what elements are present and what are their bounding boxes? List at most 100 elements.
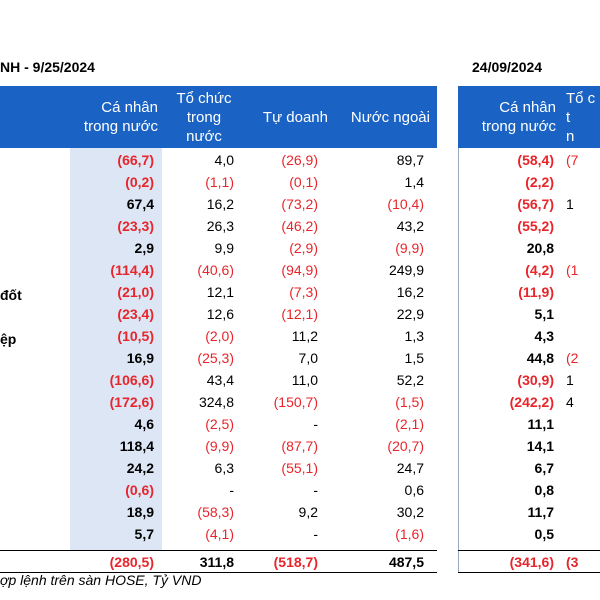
table-row: (66,7) 4,0 (26,9) 89,7 (58,4) (7 (0, 149, 600, 171)
cell-nuoc-ngoai: (10,4) (387, 196, 424, 212)
cell-ca-nhan: (106,6) (109, 372, 154, 388)
cell-tu-doanh: (87,7) (281, 438, 318, 454)
cell-right-partial: (2 (566, 350, 579, 366)
cell-nuoc-ngoai: (2,1) (395, 416, 424, 432)
cell-right-partial (566, 325, 600, 347)
cell-right-ca-nhan: 11,7 (527, 504, 554, 520)
table-row: 16,9 (25,3) 7,0 1,5 44,8 (2 (0, 347, 600, 369)
cell-to-chuc: 9,9 (214, 240, 234, 256)
cell-ca-nhan: (114,4) (110, 262, 154, 278)
table-row: (23,3) 26,3 (46,2) 43,2 (55,2) (0, 215, 600, 237)
cell-right-ca-nhan: 0,5 (534, 526, 554, 542)
cell-right-partial: 1 (566, 372, 574, 388)
table-row: 24,2 6,3 (55,1) 24,7 6,7 (0, 457, 600, 479)
table-row: (0,2) (1,1) (0,1) 1,4 (2,2) (0, 171, 600, 193)
cell-right-partial (566, 215, 600, 237)
cell-ca-nhan: (0,2) (125, 174, 154, 190)
cell-right-ca-nhan: (58,4) (517, 152, 554, 168)
cell-to-chuc: (2,5) (205, 416, 234, 432)
cell-tu-doanh: - (313, 482, 318, 498)
table-row: (21,0) 12,1 (7,3) 16,2 (11,9) (0, 281, 600, 303)
cell-nuoc-ngoai: (1,5) (395, 394, 424, 410)
cell-ca-nhan: (0,6) (125, 482, 154, 498)
ca-nhan-column-shade (70, 148, 162, 550)
header-nuoc-ngoai: Nước ngoài (350, 108, 430, 126)
cell-to-chuc: (58,3) (197, 504, 234, 520)
total-to-chuc: 311,8 (199, 554, 234, 570)
total-tu-doanh: (518,7) (273, 554, 318, 570)
cell-right-ca-nhan: (55,2) (517, 218, 554, 234)
cell-right-ca-nhan: (4,2) (525, 262, 554, 278)
cell-right-ca-nhan: 4,3 (534, 328, 554, 344)
table-row: (106,6) 43,4 11,0 52,2 (30,9) 1 (0, 369, 600, 391)
right-total-bottom-line (458, 572, 600, 573)
cell-nuoc-ngoai: 0,6 (404, 482, 424, 498)
cell-ca-nhan: (10,5) (117, 328, 154, 344)
cell-tu-doanh: (73,2) (281, 196, 318, 212)
cell-tu-doanh: (94,9) (281, 262, 318, 278)
cell-ca-nhan: (66,7) (117, 152, 154, 168)
cell-right-partial (566, 435, 600, 457)
right-total-top-line (458, 550, 600, 551)
cell-ca-nhan: 4,6 (134, 416, 154, 432)
right-table-title: 24/09/2024 (472, 59, 543, 75)
cell-right-partial: (7 (566, 152, 579, 168)
table-row: 2,9 9,9 (2,9) (9,9) 20,8 (0, 237, 600, 259)
table-row: (172,6) 324,8 (150,7) (1,5) (242,2) 4 (0, 391, 600, 413)
table-row: 18,9 (58,3) 9,2 30,2 11,7 (0, 501, 600, 523)
cell-ca-nhan: 2,9 (134, 240, 154, 256)
right-header-bar (458, 86, 600, 148)
total-right-ca-nhan: (341,6) (509, 554, 554, 570)
cell-right-partial (566, 523, 600, 545)
cell-right-ca-nhan: 14,1 (526, 438, 554, 454)
table-row: (23,4) 12,6 (12,1) 22,9 5,1 (0, 303, 600, 325)
cell-right-ca-nhan: (2,2) (525, 174, 554, 190)
cell-tu-doanh: (26,9) (281, 152, 318, 168)
cell-ca-nhan: 67,4 (126, 196, 154, 212)
cell-tu-doanh: 7,0 (298, 350, 318, 366)
cell-ca-nhan: (23,3) (117, 218, 154, 234)
cell-right-ca-nhan: 0,8 (534, 482, 554, 498)
cell-ca-nhan: 16,9 (126, 350, 154, 366)
cell-right-ca-nhan: 5,1 (534, 306, 554, 322)
cell-tu-doanh: 11,2 (291, 328, 318, 344)
total-ca-nhan: (280,5) (109, 554, 154, 570)
cell-right-ca-nhan: (242,2) (509, 394, 554, 410)
cell-to-chuc: 6,3 (214, 460, 234, 476)
total-row: (280,5) 311,8 (518,7) 487,5 (341,6) (3 (0, 551, 600, 573)
cell-ca-nhan: 118,4 (119, 438, 154, 454)
cell-nuoc-ngoai: 89,7 (396, 152, 424, 168)
cell-nuoc-ngoai: 24,7 (396, 460, 424, 476)
total-right-partial: (3 (566, 554, 579, 570)
cell-right-ca-nhan: (30,9) (517, 372, 554, 388)
table-row: (10,5) (2,0) 11,2 1,3 4,3 (0, 325, 600, 347)
cell-nuoc-ngoai: 16,2 (396, 284, 424, 300)
left-table-title: NH - 9/25/2024 (0, 59, 95, 75)
header-to-chuc: Tổ chức trong nước (176, 89, 232, 145)
cell-to-chuc: 12,6 (206, 306, 234, 322)
cell-nuoc-ngoai: (9,9) (395, 240, 424, 256)
cell-right-ca-nhan: (11,9) (518, 284, 554, 300)
cell-right-partial (566, 303, 600, 325)
header-tu-doanh: Tự doanh (262, 108, 328, 126)
table-row: (0,6) - - 0,6 0,8 (0, 479, 600, 501)
cell-to-chuc: 26,3 (206, 218, 234, 234)
left-total-top-line (0, 550, 437, 551)
cell-ca-nhan: 24,2 (126, 460, 154, 476)
cell-tu-doanh: (0,1) (289, 174, 318, 190)
cell-to-chuc: 324,8 (198, 394, 234, 410)
cell-tu-doanh: - (313, 526, 318, 542)
table-row: (114,4) (40,6) (94,9) 249,9 (4,2) (1 (0, 259, 600, 281)
table-row: 4,6 (2,5) - (2,1) 11,1 (0, 413, 600, 435)
table-row: 5,7 (4,1) - (1,6) 0,5 (0, 523, 600, 545)
cell-right-ca-nhan: 11,1 (527, 416, 554, 432)
cell-ca-nhan: 5,7 (134, 526, 154, 542)
cell-nuoc-ngoai: 52,2 (396, 372, 424, 388)
cell-to-chuc: (9,9) (205, 438, 234, 454)
right-header-ca-nhan: Cá nhân trong nước (481, 99, 556, 135)
cell-right-ca-nhan: 44,8 (526, 350, 554, 366)
cell-to-chuc: 16,2 (206, 196, 234, 212)
cell-nuoc-ngoai: (20,7) (387, 438, 424, 454)
cell-nuoc-ngoai: 1,4 (404, 174, 424, 190)
cell-to-chuc: (25,3) (197, 350, 234, 366)
